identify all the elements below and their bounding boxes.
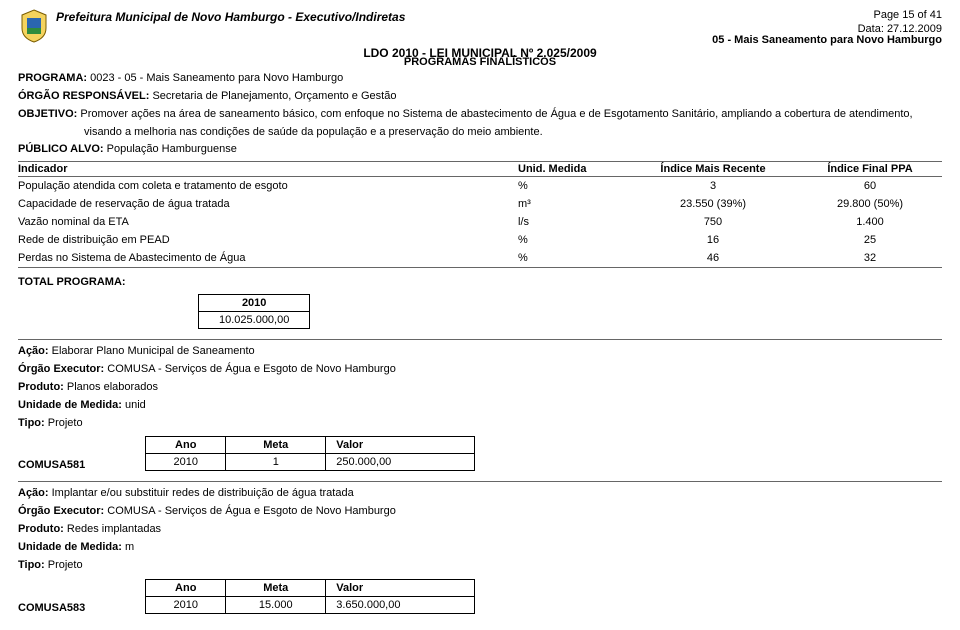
ind-recent: 23.550 (39%) — [628, 198, 798, 210]
tipo-value: Projeto — [48, 417, 83, 429]
amv-h-ano: Ano — [145, 580, 225, 596]
tipo-value: Projeto — [48, 559, 83, 571]
ind-unit: % — [518, 180, 628, 192]
publico-label: PÚBLICO ALVO: — [18, 143, 104, 155]
action-code: COMUSA581 — [18, 459, 85, 471]
um-value: unid — [125, 399, 146, 411]
orgao-line: ÓRGÃO RESPONSÁVEL: Secretaria de Planeja… — [18, 89, 942, 104]
ind-h3: Índice Mais Recente — [628, 163, 798, 175]
objetivo-value-1: Promover ações na área de saneamento bás… — [80, 108, 912, 120]
exec-value: COMUSA - Serviços de Água e Esgoto de No… — [107, 363, 396, 375]
amv-table: Ano Meta Valor 2010 15.000 3.650.000,00 — [145, 579, 475, 614]
amv-meta: 15.000 — [225, 597, 325, 613]
org-title: Prefeitura Municipal de Novo Hamburgo - … — [56, 10, 405, 24]
ind-h2: Unid. Medida — [518, 163, 628, 175]
ind-name: População atendida com coleta e tratamen… — [18, 180, 518, 192]
ind-name: Rede de distribuição em PEAD — [18, 234, 518, 246]
amv-h-meta: Meta — [225, 437, 325, 453]
objetivo-cont: visando a melhoria nas condições de saúd… — [84, 125, 942, 140]
total-value: 10.025.000,00 — [199, 312, 309, 328]
amv-val: 3.650.000,00 — [325, 597, 475, 613]
amv-ano: 2010 — [145, 597, 225, 613]
header-left: Prefeitura Municipal de Novo Hamburgo - … — [18, 8, 405, 44]
acao-value: Elaborar Plano Municipal de Saneamento — [52, 345, 255, 357]
ind-name: Vazão nominal da ETA — [18, 216, 518, 228]
amv-h-val: Valor — [325, 580, 475, 596]
amv-h-val: Valor — [325, 437, 475, 453]
ind-name: Perdas no Sistema de Abastecimento de Ág… — [18, 252, 518, 264]
programa-label: PROGRAMA: — [18, 72, 87, 84]
ind-recent: 3 — [628, 180, 798, 192]
um-value: m — [125, 541, 134, 553]
acao-label: Ação: — [18, 487, 49, 499]
publico-line: PÚBLICO ALVO: População Hamburguense — [18, 142, 942, 157]
ind-final: 60 — [798, 180, 942, 192]
publico-value: População Hamburguense — [107, 143, 237, 155]
exec-value: COMUSA - Serviços de Água e Esgoto de No… — [107, 505, 396, 517]
programa-line: PROGRAMA: 0023 - 05 - Mais Saneamento pa… — [18, 71, 942, 86]
exec-label: Órgão Executor: — [18, 363, 104, 375]
indicator-row: População atendida com coleta e tratamen… — [18, 177, 942, 195]
objetivo-label: OBJETIVO: — [18, 108, 77, 120]
acao-value: Implantar e/ou substituir redes de distr… — [52, 487, 354, 499]
divider — [18, 339, 942, 340]
total-programa-label: TOTAL PROGRAMA: — [18, 276, 942, 288]
tipo-label: Tipo: — [18, 417, 45, 429]
total-year: 2010 — [199, 295, 309, 312]
program-type: PROGRAMAS FINALÍSTICOS — [18, 56, 942, 68]
indicator-row: Capacidade de reservação de água tratada… — [18, 195, 942, 213]
page-number: Page 15 of 41 — [858, 8, 942, 22]
indicator-row: Perdas no Sistema de Abastecimento de Ág… — [18, 249, 942, 267]
total-year-box: 2010 10.025.000,00 — [198, 294, 310, 329]
amv-h-meta: Meta — [225, 580, 325, 596]
amv-h-ano: Ano — [145, 437, 225, 453]
ind-h1: Indicador — [18, 163, 518, 175]
ind-h4: Índice Final PPA — [798, 163, 942, 175]
ind-final: 1.400 — [798, 216, 942, 228]
prod-value: Planos elaborados — [67, 381, 158, 393]
amv-ano: 2010 — [145, 454, 225, 470]
ind-recent: 750 — [628, 216, 798, 228]
action-block-1: Ação: Elaborar Plano Municipal de Saneam… — [18, 344, 942, 471]
ind-name: Capacidade de reservação de água tratada — [18, 198, 518, 210]
indicator-row: Vazão nominal da ETA l/s 750 1.400 — [18, 213, 942, 231]
prod-label: Produto: — [18, 523, 64, 535]
tipo-label: Tipo: — [18, 559, 45, 571]
ind-unit: % — [518, 234, 628, 246]
prod-value: Redes implantadas — [67, 523, 161, 535]
amv-meta: 1 — [225, 454, 325, 470]
orgao-label: ÓRGÃO RESPONSÁVEL: — [18, 90, 149, 102]
action-block-2: Ação: Implantar e/ou substituir redes de… — [18, 486, 942, 613]
amv-val: 250.000,00 — [325, 454, 475, 470]
page-info: Page 15 of 41 Data: 27.12.2009 — [858, 8, 942, 37]
divider — [18, 481, 942, 482]
ind-unit: % — [518, 252, 628, 264]
ind-unit: l/s — [518, 216, 628, 228]
um-label: Unidade de Medida: — [18, 399, 122, 411]
indicator-header: Indicador Unid. Medida Índice Mais Recen… — [18, 161, 942, 177]
orgao-value: Secretaria de Planejamento, Orçamento e … — [152, 90, 396, 102]
city-seal-icon — [18, 8, 50, 44]
ind-final: 29.800 (50%) — [798, 198, 942, 210]
um-label: Unidade de Medida: — [18, 541, 122, 553]
ind-unit: m³ — [518, 198, 628, 210]
exec-label: Órgão Executor: — [18, 505, 104, 517]
ind-recent: 46 — [628, 252, 798, 264]
acao-label: Ação: — [18, 345, 49, 357]
ind-recent: 16 — [628, 234, 798, 246]
ind-final: 25 — [798, 234, 942, 246]
prod-label: Produto: — [18, 381, 64, 393]
indicator-row: Rede de distribuição em PEAD % 16 25 — [18, 231, 942, 249]
ind-final: 32 — [798, 252, 942, 264]
amv-table: Ano Meta Valor 2010 1 250.000,00 — [145, 436, 475, 471]
programa-value: 0023 - 05 - Mais Saneamento para Novo Ha… — [90, 72, 343, 84]
action-code: COMUSA583 — [18, 602, 85, 614]
objetivo-line: OBJETIVO: Promover ações na área de sane… — [18, 107, 942, 122]
